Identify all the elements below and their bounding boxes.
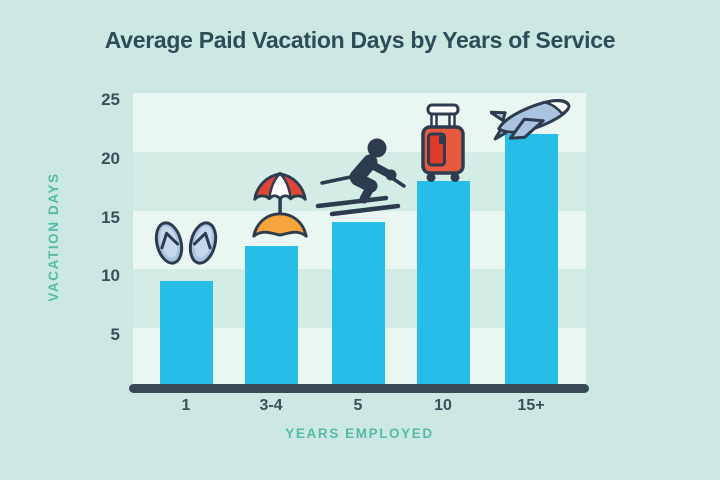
suitcase-icon — [420, 101, 466, 185]
chart-title: Average Paid Vacation Days by Years of S… — [104, 27, 616, 53]
bar-10 — [416, 181, 470, 387]
x-category-label-3-4: 3-4 — [259, 397, 283, 414]
airplane-icon — [489, 85, 576, 141]
plot-area — [133, 93, 586, 387]
y-axis-title: VACATION DAYS — [46, 172, 61, 302]
bar-1 — [159, 281, 213, 387]
x-category-label-10: 10 — [434, 397, 452, 414]
bar-15+ — [504, 134, 558, 387]
bar-3-4 — [244, 245, 298, 387]
y-tick-label: 10 — [101, 266, 120, 286]
x-category-label-1: 1 — [181, 397, 191, 414]
beach-umbrella-icon — [246, 168, 314, 246]
y-tick-label: 20 — [101, 148, 120, 168]
x-category-label-15+: 15+ — [517, 397, 545, 414]
bar-5 — [331, 222, 385, 387]
x-category-label-5: 5 — [353, 397, 363, 414]
y-tick-label: 15 — [101, 207, 120, 227]
skier-icon — [314, 136, 406, 220]
x-axis-title: YEARS EMPLOYED — [285, 426, 434, 441]
y-tick-label: 25 — [101, 90, 120, 109]
y-tick-label: 5 — [110, 325, 120, 345]
flip-flops-icon — [148, 216, 224, 270]
x-axis-line — [129, 384, 589, 393]
